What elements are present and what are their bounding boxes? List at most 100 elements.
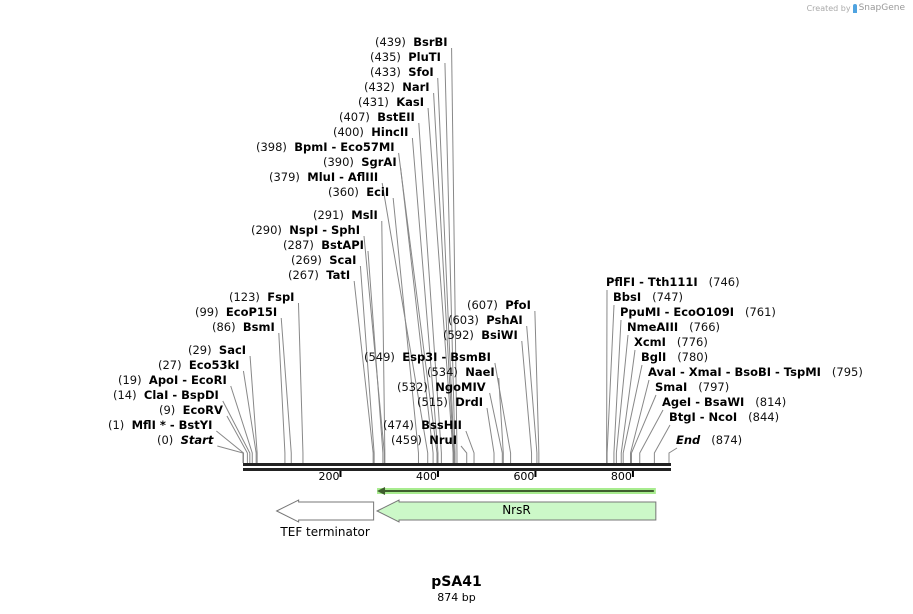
feature-label: NrsR xyxy=(502,503,531,517)
site-connector xyxy=(278,332,286,463)
enzyme-site-label[interactable]: BtgI - NcoI (844) xyxy=(669,410,779,424)
enzyme-name: MflI * - BstYI xyxy=(131,418,213,432)
enzyme-name: BpmI - Eco57MI xyxy=(294,140,395,154)
enzyme-site-label[interactable]: BbsI (747) xyxy=(613,290,683,304)
enzyme-site-label[interactable]: (291) MslI xyxy=(313,208,378,222)
site-position: (435) xyxy=(370,50,401,64)
enzyme-name: XcmI xyxy=(634,335,666,349)
site-connector xyxy=(615,334,629,463)
site-connector xyxy=(398,152,438,463)
enzyme-site-label[interactable]: XcmI (776) xyxy=(634,335,708,349)
enzyme-site-label[interactable]: (9) EcoRV xyxy=(159,403,223,417)
site-position: (780) xyxy=(677,350,709,364)
site-connector xyxy=(613,319,622,463)
enzyme-site-label[interactable]: (592) BsiWI xyxy=(443,328,518,342)
enzyme-site-label[interactable]: (515) DrdI xyxy=(417,395,483,409)
enzyme-name: PfoI xyxy=(505,298,531,312)
enzyme-site-label[interactable]: (603) PshAI xyxy=(448,313,523,327)
site-connector xyxy=(367,250,384,463)
enzyme-site-label[interactable]: (400) HincII xyxy=(333,125,408,139)
enzyme-site-label[interactable]: SmaI (797) xyxy=(655,380,729,394)
enzyme-site-label[interactable]: BglI (780) xyxy=(641,350,708,364)
site-connector xyxy=(427,107,454,463)
enzyme-site-label[interactable]: (534) NaeI xyxy=(427,365,495,379)
enzyme-name: SacI xyxy=(218,343,247,357)
site-position: (439) xyxy=(375,35,406,49)
enzyme-site-label[interactable]: (29) SacI xyxy=(188,343,246,357)
site-position: (747) xyxy=(652,290,684,304)
enzyme-site-label[interactable]: (99) EcoP15I xyxy=(195,305,277,319)
tick-mark xyxy=(436,471,439,477)
enzyme-site-label[interactable]: (459) NruI xyxy=(391,433,457,447)
enzyme-name: EciI xyxy=(366,185,390,199)
enzyme-site-label[interactable]: (432) NarI xyxy=(364,80,430,94)
tick-label: 800 xyxy=(610,470,632,483)
enzyme-site-label[interactable]: (532) NgoMIV xyxy=(397,380,486,394)
enzyme-site-label[interactable]: (607) PfoI xyxy=(467,298,531,312)
enzyme-name: NspI - SphI xyxy=(289,223,360,237)
plasmid-length: 874 bp xyxy=(437,591,476,604)
site-position: (814) xyxy=(755,395,787,409)
site-connector xyxy=(242,370,257,463)
feature-arrow[interactable] xyxy=(275,499,375,523)
site-position: (844) xyxy=(748,410,780,424)
enzyme-site-label[interactable]: (0) Start xyxy=(157,433,213,447)
site-position: (607) xyxy=(467,298,498,312)
enzyme-site-label[interactable]: (439) BsrBI xyxy=(375,35,448,49)
enzyme-site-label[interactable]: (269) ScaI xyxy=(291,253,356,267)
snapgene-logo-icon xyxy=(852,3,857,13)
site-position: (1) xyxy=(108,418,125,432)
enzyme-name: DrdI xyxy=(455,395,483,409)
site-position: (459) xyxy=(391,433,422,447)
enzyme-site-label[interactable]: (19) ApoI - EcoRI xyxy=(118,373,227,387)
enzyme-site-label[interactable]: (433) SfoI xyxy=(370,65,434,79)
site-connector xyxy=(486,407,495,463)
enzyme-name: Esp3I - BsmBI xyxy=(402,350,491,364)
enzyme-name: NaeI xyxy=(465,365,495,379)
site-connector xyxy=(226,415,248,463)
enzyme-site-label[interactable]: End (874) xyxy=(676,433,742,447)
site-position: (267) xyxy=(288,268,319,282)
enzyme-name: PluTI xyxy=(408,50,441,64)
enzyme-name: KasI xyxy=(396,95,425,109)
enzyme-site-label[interactable]: (431) KasI xyxy=(358,95,424,109)
enzyme-name: NmeAIII xyxy=(627,320,679,334)
orf-arrowhead-icon xyxy=(377,487,386,495)
site-position: (99) xyxy=(195,305,219,319)
site-position: (532) xyxy=(397,380,428,394)
enzyme-site-label[interactable]: (407) BstEII xyxy=(339,110,415,124)
enzyme-site-label[interactable]: PpuMI - EcoO109I (761) xyxy=(620,305,776,319)
enzyme-site-label[interactable]: (287) BstAPI xyxy=(283,238,364,252)
site-connector xyxy=(630,394,657,463)
enzyme-name: NruI xyxy=(429,433,458,447)
enzyme-site-label[interactable]: (1) MflI * - BstYI xyxy=(108,418,212,432)
site-position: (398) xyxy=(256,140,287,154)
enzyme-site-label[interactable]: NmeAIII (766) xyxy=(627,320,720,334)
enzyme-site-label[interactable]: (379) MluI - AflIII xyxy=(269,170,378,184)
enzyme-site-label[interactable]: (398) BpmI - Eco57MI xyxy=(256,140,395,154)
tick-label: 400 xyxy=(415,470,437,483)
enzyme-site-label[interactable]: (123) FspI xyxy=(229,290,294,304)
enzyme-site-label[interactable]: PflFI - Tth111I (746) xyxy=(606,275,740,289)
feature-arrow[interactable] xyxy=(375,499,657,523)
site-position: (86) xyxy=(212,320,236,334)
enzyme-site-label[interactable]: (27) Eco53kI xyxy=(158,358,239,372)
site-position: (29) xyxy=(188,343,212,357)
enzyme-site-label[interactable]: (290) NspI - SphI xyxy=(251,223,360,237)
enzyme-name: AgeI - BsaWI xyxy=(662,395,745,409)
enzyme-name: ApoI - EcoRI xyxy=(148,373,227,387)
enzyme-site-label[interactable]: (549) Esp3I - BsmBI xyxy=(364,350,491,364)
site-position: (291) xyxy=(313,208,344,222)
site-connector xyxy=(498,377,504,463)
enzyme-site-label[interactable]: (267) TatI xyxy=(288,268,350,282)
enzyme-site-label[interactable]: AvaI - XmaI - BsoBI - TspMI (795) xyxy=(648,365,863,379)
enzyme-site-label[interactable]: (474) BssHII xyxy=(383,418,462,432)
enzyme-site-label[interactable]: (14) ClaI - BspDI xyxy=(113,388,219,402)
enzyme-site-label[interactable]: (390) SgrAI xyxy=(323,155,397,169)
enzyme-site-label[interactable]: (435) PluTI xyxy=(370,50,441,64)
enzyme-site-label[interactable]: AgeI - BsaWI (814) xyxy=(662,395,786,409)
enzyme-site-label[interactable]: (86) BsmI xyxy=(212,320,275,334)
enzyme-site-label[interactable]: (360) EciI xyxy=(328,185,389,199)
site-connector xyxy=(411,137,439,463)
